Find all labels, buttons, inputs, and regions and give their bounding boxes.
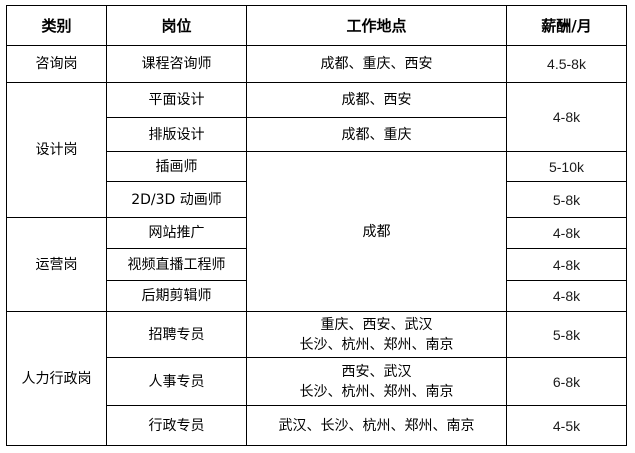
table-row: 运营岗 网站推广 4-8k	[6, 217, 627, 312]
location-cell: 武汉、长沙、杭州、郑州、南京	[246, 405, 507, 446]
position-cell: 排版设计	[106, 117, 247, 152]
location-cell: 重庆、西安、武汉 长沙、杭州、郑州、南京	[246, 311, 507, 358]
salary-cell: 4-8k	[506, 280, 627, 312]
position-cell: 平面设计	[106, 82, 247, 118]
position-cell: 插画师	[106, 151, 247, 182]
position-cell: 招聘专员	[106, 311, 247, 358]
table-row: 行政专员 武汉、长沙、杭州、郑州、南京 4-5k	[7, 405, 627, 446]
category-cell: 运营岗	[6, 217, 107, 312]
location-cell: 西安、武汉 长沙、杭州、郑州、南京	[246, 357, 507, 406]
salary-cell: 5-8k	[506, 311, 627, 358]
position-cell: 2D/3D 动画师	[106, 181, 247, 218]
header-location: 工作地点	[246, 5, 507, 46]
salary-cell: 4-8k	[506, 248, 627, 281]
position-cell: 视频直播工程师	[106, 248, 247, 281]
salary-cell: 4.5-8k	[506, 45, 627, 83]
position-cell: 课程咨询师	[106, 45, 247, 83]
location-line: 重庆、西安、武汉	[320, 316, 433, 333]
header-salary: 薪酬/月	[506, 5, 627, 46]
salary-cell: 4-8k	[506, 82, 627, 152]
table-row: 咨询岗 课程咨询师 成都、重庆、西安 4.5-8k	[6, 45, 627, 83]
location-line: 西安、武汉	[341, 363, 412, 380]
table-row: 排版设计 成都、重庆	[7, 117, 627, 152]
job-table: 类别 岗位 工作地点 薪酬/月 咨询岗 课程咨询师 成都、重庆、西安 4.5-8…	[6, 5, 627, 446]
table-row: 2D/3D 动画师 5-8k	[7, 181, 627, 218]
category-cell: 人力行政岗	[6, 311, 107, 446]
salary-cell: 6-8k	[506, 357, 627, 406]
location-cell: 成都、西安	[246, 82, 507, 118]
location-cell: 成都、重庆、西安	[246, 45, 507, 83]
table-row: 人力行政岗 招聘专员 重庆、西安、武汉 长沙、杭州、郑州、南京 5-8k	[6, 311, 627, 446]
category-cell: 设计岗	[6, 82, 107, 218]
location-cell: 成都	[246, 151, 507, 312]
position-cell: 行政专员	[106, 405, 247, 446]
position-cell: 人事专员	[106, 357, 247, 406]
position-cell: 网站推广	[106, 217, 247, 249]
salary-cell: 5-8k	[506, 181, 627, 218]
salary-cell: 4-8k	[506, 217, 627, 249]
header-position: 岗位	[106, 5, 247, 46]
location-line: 长沙、杭州、郑州、南京	[299, 336, 454, 353]
location-cell: 成都、重庆	[246, 117, 507, 152]
table-row: 人事专员 西安、武汉 长沙、杭州、郑州、南京 6-8k	[7, 357, 627, 406]
category-cell: 咨询岗	[6, 45, 107, 83]
salary-cell: 5-10k	[506, 151, 627, 182]
salary-cell: 4-5k	[506, 405, 627, 446]
header-category: 类别	[6, 5, 107, 46]
table-row: 插画师 成都 5-10k	[7, 151, 627, 312]
position-cell: 后期剪辑师	[106, 280, 247, 312]
table-row: 后期剪辑师 4-8k	[7, 280, 627, 312]
table-row: 设计岗 平面设计 成都、西安 4-8k	[6, 82, 627, 218]
table-row: 视频直播工程师 4-8k	[7, 248, 627, 281]
location-line: 长沙、杭州、郑州、南京	[299, 383, 454, 400]
header-row: 类别 岗位 工作地点 薪酬/月	[6, 5, 627, 46]
